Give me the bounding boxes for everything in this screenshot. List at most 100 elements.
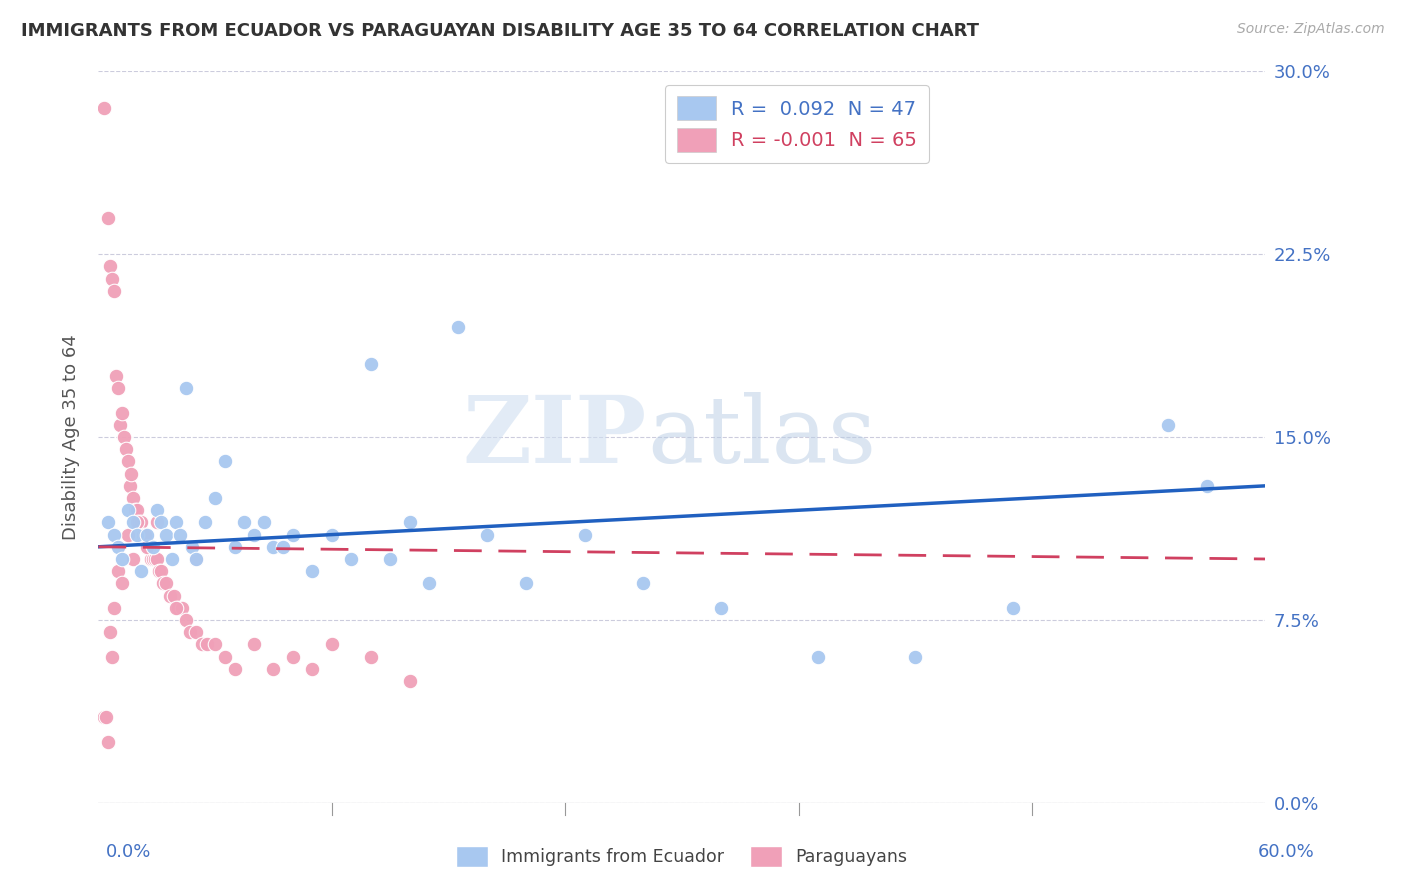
Point — [214, 454, 236, 468]
Point — [243, 527, 266, 541]
Point — [169, 527, 191, 541]
Text: atlas: atlas — [647, 392, 876, 482]
Text: 60.0%: 60.0% — [1258, 843, 1315, 861]
Point — [127, 527, 149, 541]
Point — [146, 503, 169, 517]
Point — [162, 552, 184, 566]
Point — [134, 527, 156, 541]
Text: Source: ZipAtlas.com: Source: ZipAtlas.com — [1237, 22, 1385, 37]
Point — [398, 673, 420, 688]
Point — [104, 369, 127, 384]
Point — [163, 589, 186, 603]
Point — [904, 649, 927, 664]
Point — [243, 637, 266, 651]
Point — [103, 284, 125, 298]
Point — [340, 552, 363, 566]
Text: IMMIGRANTS FROM ECUADOR VS PARAGUAYAN DISABILITY AGE 35 TO 64 CORRELATION CHART: IMMIGRANTS FROM ECUADOR VS PARAGUAYAN DI… — [21, 22, 979, 40]
Point — [515, 576, 537, 591]
Point — [233, 516, 256, 530]
Point — [159, 589, 181, 603]
Point — [179, 625, 201, 640]
Point — [97, 735, 120, 749]
Point — [170, 600, 193, 615]
Point — [138, 540, 160, 554]
Point — [117, 454, 139, 468]
Point — [124, 503, 146, 517]
Point — [108, 417, 131, 432]
Point — [122, 491, 145, 505]
Point — [180, 540, 202, 554]
Point — [146, 516, 169, 530]
Point — [142, 552, 165, 566]
Point — [214, 649, 236, 664]
Point — [301, 564, 323, 578]
Point — [101, 271, 124, 285]
Point — [224, 662, 246, 676]
Point — [167, 600, 190, 615]
Point — [574, 527, 596, 541]
Point — [631, 576, 654, 591]
Point — [136, 540, 159, 554]
Point — [127, 503, 149, 517]
Point — [271, 540, 294, 554]
Point — [155, 527, 177, 541]
Point — [107, 381, 129, 395]
Point — [103, 527, 125, 541]
Point — [117, 503, 139, 517]
Point — [281, 527, 304, 541]
Point — [142, 540, 165, 554]
Point — [194, 516, 217, 530]
Point — [93, 710, 115, 724]
Point — [96, 710, 118, 724]
Point — [321, 637, 343, 651]
Point — [93, 101, 115, 115]
Text: 0.0%: 0.0% — [105, 843, 150, 861]
Point — [398, 516, 420, 530]
Point — [301, 662, 323, 676]
Point — [98, 625, 121, 640]
Point — [710, 600, 733, 615]
Legend: Immigrants from Ecuador, Paraguayans: Immigrants from Ecuador, Paraguayans — [457, 847, 907, 867]
Point — [118, 479, 141, 493]
Point — [132, 527, 155, 541]
Point — [1001, 600, 1024, 615]
Point — [107, 564, 129, 578]
Point — [122, 516, 145, 530]
Point — [155, 576, 177, 591]
Point — [98, 260, 121, 274]
Point — [148, 564, 170, 578]
Point — [184, 552, 207, 566]
Point — [418, 576, 440, 591]
Point — [190, 637, 212, 651]
Point — [111, 576, 134, 591]
Point — [117, 527, 139, 541]
Point — [281, 649, 304, 664]
Point — [174, 381, 197, 395]
Point — [165, 516, 187, 530]
Point — [1157, 417, 1180, 432]
Point — [184, 552, 207, 566]
Point — [807, 649, 830, 664]
Point — [262, 662, 284, 676]
Point — [111, 406, 134, 420]
Point — [121, 467, 143, 481]
Point — [149, 516, 172, 530]
Point — [152, 576, 174, 591]
Point — [447, 320, 470, 334]
Point — [204, 491, 226, 505]
Point — [143, 552, 166, 566]
Point — [1195, 479, 1218, 493]
Point — [149, 564, 172, 578]
Point — [146, 552, 169, 566]
Point — [122, 552, 145, 566]
Point — [477, 527, 499, 541]
Point — [101, 649, 124, 664]
Point — [360, 649, 382, 664]
Point — [97, 516, 120, 530]
Point — [136, 527, 159, 541]
Point — [139, 552, 162, 566]
Point — [97, 211, 120, 225]
Point — [195, 637, 218, 651]
Point — [136, 540, 159, 554]
Point — [103, 600, 125, 615]
